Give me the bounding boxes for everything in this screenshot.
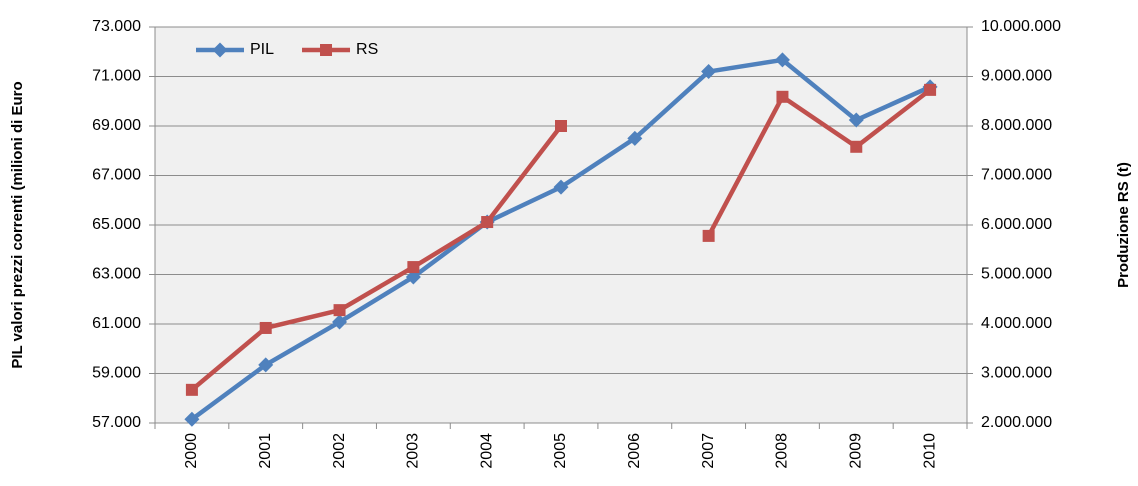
y2-tick-label: 5.000.000 (981, 266, 1052, 283)
legend-label: PIL (250, 41, 274, 58)
y-tick-label: 63.000 (92, 266, 141, 283)
x-tick-label: 2006 (626, 433, 643, 469)
y-axis-title: PIL valori prezzi correnti (milioni di E… (9, 81, 26, 368)
x-tick-label: 2008 (774, 433, 791, 469)
x-tick-label: 2009 (847, 433, 864, 469)
legend-label: RS (356, 41, 378, 58)
marker (405, 269, 421, 285)
y-tick-label: 67.000 (92, 167, 141, 184)
x-tick-label: 2004 (478, 433, 495, 469)
marker (258, 357, 274, 373)
y2-tick-label: 4.000.000 (981, 315, 1052, 332)
y-tick-label: 73.000 (92, 18, 141, 35)
y-tick-label: 57.000 (92, 414, 141, 431)
marker (848, 112, 864, 128)
x-tick-label: 2001 (257, 433, 274, 469)
x-tick-label: 2003 (405, 433, 422, 469)
y2-tick-label: 6.000.000 (981, 216, 1052, 233)
y2-tick-label: 10.000.000 (981, 18, 1061, 35)
x-tick-label: 2005 (552, 433, 569, 469)
x-tick-label: 2002 (331, 433, 348, 469)
marker (184, 411, 200, 427)
y-tick-label: 61.000 (92, 315, 141, 332)
marker (259, 321, 272, 334)
y2-tick-label: 3.000.000 (981, 365, 1052, 382)
y-tick-label: 65.000 (92, 216, 141, 233)
x-tick-label: 2007 (700, 433, 717, 469)
marker (850, 140, 863, 153)
marker (332, 314, 348, 330)
y2-tick-label: 2.000.000 (981, 414, 1052, 431)
y2-tick-label: 8.000.000 (981, 117, 1052, 134)
marker (924, 83, 937, 96)
y2-tick-label: 7.000.000 (981, 167, 1052, 184)
y-tick-label: 69.000 (92, 117, 141, 134)
marker (333, 304, 346, 317)
x-tick-label: 2010 (921, 433, 938, 469)
marker (185, 383, 198, 396)
marker (702, 229, 715, 242)
y-tick-label: 71.000 (92, 68, 141, 85)
marker (407, 261, 420, 274)
marker (701, 64, 717, 80)
marker (774, 52, 790, 68)
marker (627, 130, 643, 146)
y2-tick-label: 9.000.000 (981, 68, 1052, 85)
marker (481, 216, 494, 229)
y-tick-label: 59.000 (92, 365, 141, 382)
marker (553, 179, 569, 195)
legend-marker (320, 44, 333, 56)
marker (555, 120, 567, 132)
series-line (190, 88, 932, 392)
x-tick-label: 2000 (183, 433, 200, 469)
marker (776, 90, 789, 103)
y2-axis-title: Produzione RS (t) (1115, 162, 1132, 288)
legend-marker (212, 42, 228, 58)
